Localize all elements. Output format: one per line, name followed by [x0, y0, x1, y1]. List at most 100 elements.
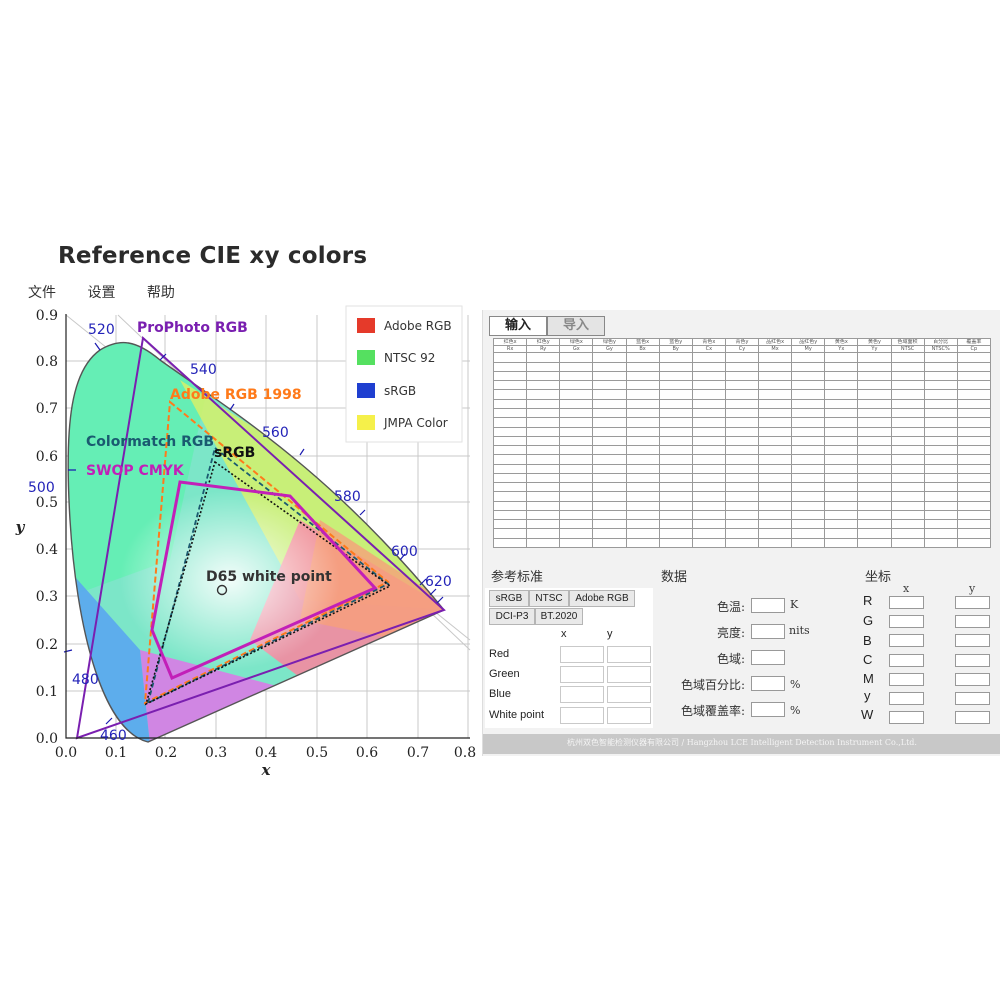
table-cell[interactable]: [492, 352, 528, 363]
table-cell[interactable]: [492, 500, 528, 511]
table-cell[interactable]: [526, 445, 561, 456]
table-cell[interactable]: [857, 361, 892, 372]
table-cell[interactable]: [592, 380, 627, 391]
table-cell[interactable]: [559, 472, 594, 484]
ref-white-x-field[interactable]: [560, 707, 604, 724]
table-cell[interactable]: [791, 398, 826, 410]
table-cell[interactable]: [658, 491, 693, 502]
table-cell[interactable]: [559, 370, 594, 382]
table-cell[interactable]: [956, 472, 992, 484]
table-cell[interactable]: [691, 361, 726, 372]
table-cell[interactable]: [526, 380, 561, 391]
tab-import[interactable]: 导入: [547, 316, 605, 336]
coord-r-y-field[interactable]: [955, 596, 990, 609]
table-cell[interactable]: [923, 426, 958, 437]
table-cell[interactable]: [658, 352, 693, 363]
table-cell[interactable]: [757, 463, 793, 474]
table-cell[interactable]: [956, 482, 992, 493]
table-cell[interactable]: [791, 519, 826, 530]
table-cell[interactable]: [724, 398, 760, 410]
table-cell[interactable]: [791, 426, 826, 437]
table-cell[interactable]: [923, 407, 958, 419]
table-cell[interactable]: [824, 361, 859, 372]
table-cell[interactable]: [492, 407, 528, 419]
table-cell[interactable]: [492, 417, 528, 428]
table-cell[interactable]: [658, 361, 693, 372]
table-cell[interactable]: [592, 417, 627, 428]
table-cell[interactable]: [857, 370, 892, 382]
table-cell[interactable]: [492, 435, 528, 447]
coord-c-y-field[interactable]: [955, 654, 990, 667]
table-cell[interactable]: [592, 426, 627, 437]
table-cell[interactable]: [757, 445, 793, 456]
table-cell[interactable]: [923, 519, 958, 530]
table-cell[interactable]: [857, 463, 892, 474]
table-cell[interactable]: [824, 389, 859, 400]
table-cell[interactable]: [559, 361, 594, 372]
table-cell[interactable]: [923, 352, 958, 363]
table-cell[interactable]: [724, 445, 760, 456]
brightness-field[interactable]: [751, 624, 785, 639]
table-cell[interactable]: [791, 537, 826, 549]
table-cell[interactable]: [824, 482, 859, 493]
menu-help[interactable]: 帮助: [146, 285, 175, 301]
table-cell[interactable]: [724, 519, 760, 530]
table-cell[interactable]: [492, 537, 528, 549]
coord-yellow-y-field[interactable]: [955, 692, 990, 705]
table-cell[interactable]: [890, 445, 925, 456]
table-cell[interactable]: [956, 407, 992, 419]
gamut-field[interactable]: [751, 650, 785, 665]
table-cell[interactable]: [923, 500, 958, 511]
table-cell[interactable]: [658, 482, 693, 493]
table-cell[interactable]: [691, 398, 726, 410]
table-cell[interactable]: [791, 500, 826, 511]
table-cell[interactable]: [625, 537, 660, 549]
table-cell[interactable]: [559, 500, 594, 511]
table-cell[interactable]: [658, 463, 693, 474]
table-cell[interactable]: [724, 389, 760, 400]
table-cell[interactable]: [956, 528, 992, 539]
table-cell[interactable]: [956, 352, 992, 363]
table-cell[interactable]: [890, 417, 925, 428]
table-cell[interactable]: [791, 491, 826, 502]
table-cell[interactable]: [724, 472, 760, 484]
gamut-percent-field[interactable]: [751, 676, 785, 691]
coord-w-x-field[interactable]: [889, 711, 924, 724]
table-cell[interactable]: [791, 482, 826, 493]
table-cell[interactable]: [857, 519, 892, 530]
table-cell[interactable]: [526, 528, 561, 539]
table-cell[interactable]: [824, 426, 859, 437]
table-cell[interactable]: [857, 454, 892, 465]
table-cell[interactable]: [923, 528, 958, 539]
std-button-srgb[interactable]: sRGB: [489, 590, 529, 607]
table-cell[interactable]: [691, 407, 726, 419]
table-cell[interactable]: [492, 509, 528, 521]
table-cell[interactable]: [956, 398, 992, 410]
table-cell[interactable]: [757, 407, 793, 419]
table-cell[interactable]: [956, 370, 992, 382]
table-cell[interactable]: [658, 472, 693, 484]
table-cell[interactable]: [625, 417, 660, 428]
table-cell[interactable]: [658, 417, 693, 428]
gamut-coverage-field[interactable]: [751, 702, 785, 717]
table-cell[interactable]: [724, 537, 760, 549]
table-cell[interactable]: [592, 537, 627, 549]
table-cell[interactable]: [691, 454, 726, 465]
table-cell[interactable]: [658, 445, 693, 456]
table-cell[interactable]: [791, 407, 826, 419]
table-cell[interactable]: [559, 426, 594, 437]
table-cell[interactable]: [691, 528, 726, 539]
table-cell[interactable]: [658, 370, 693, 382]
table-cell[interactable]: [526, 417, 561, 428]
table-cell[interactable]: [757, 417, 793, 428]
table-cell[interactable]: [691, 482, 726, 493]
table-cell[interactable]: [824, 491, 859, 502]
table-cell[interactable]: [791, 454, 826, 465]
table-cell[interactable]: [890, 500, 925, 511]
table-cell[interactable]: [824, 398, 859, 410]
table-cell[interactable]: [526, 482, 561, 493]
table-cell[interactable]: [824, 435, 859, 447]
color-temp-field[interactable]: [751, 598, 785, 613]
std-button-adobe-rgb[interactable]: Adobe RGB: [569, 590, 635, 607]
coord-c-x-field[interactable]: [889, 654, 924, 667]
